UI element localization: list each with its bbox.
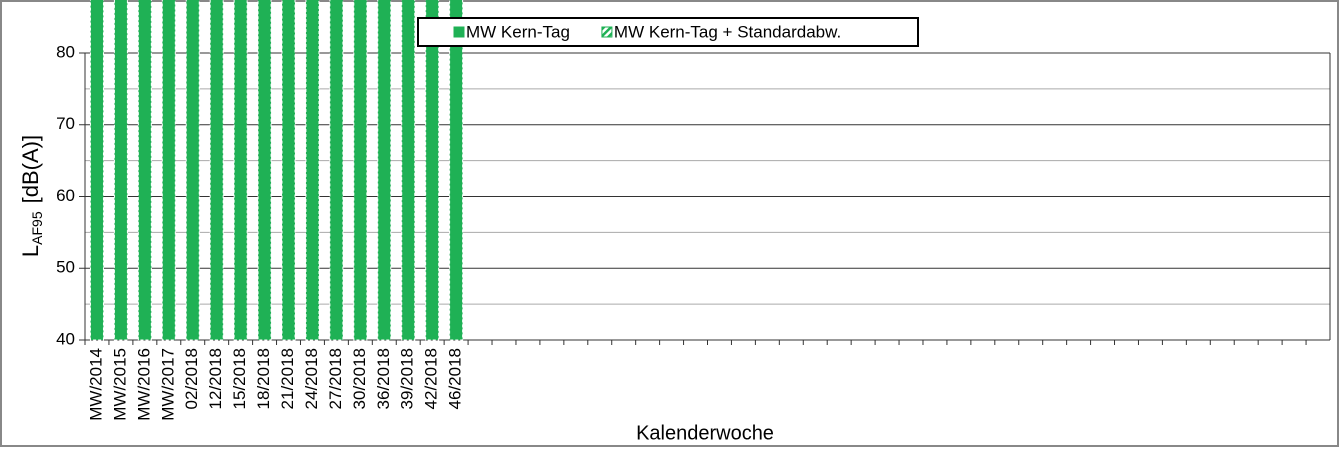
x-tick-label: 02/2018 bbox=[182, 348, 201, 409]
x-tick-label: MW/2015 bbox=[110, 348, 129, 421]
y-axis-title-main: L bbox=[18, 245, 43, 257]
bar-segment bbox=[113, 0, 128, 341]
x-axis-title: Kalenderwoche bbox=[636, 422, 774, 444]
legend-label: MW Kern-Tag bbox=[466, 22, 570, 41]
y-tick-label: 60 bbox=[56, 186, 75, 205]
y-tick-label: 80 bbox=[56, 42, 75, 61]
x-tick-label: MW/2017 bbox=[158, 348, 177, 421]
legend-label: MW Kern-Tag + Standardabw. bbox=[614, 22, 841, 41]
x-tick-label: 30/2018 bbox=[350, 348, 369, 409]
bar-segment bbox=[449, 0, 464, 341]
x-tick-label: 27/2018 bbox=[326, 348, 345, 409]
x-tick-label: 39/2018 bbox=[398, 348, 417, 409]
bar-segment bbox=[257, 0, 272, 341]
bar-segment bbox=[161, 0, 176, 341]
bar-segment bbox=[425, 0, 440, 341]
bar-segment bbox=[185, 0, 200, 341]
y-tick-label: 50 bbox=[56, 258, 75, 277]
y-axis-title: LAF95 [dB(A)] bbox=[18, 135, 45, 257]
x-tick-label: MW/2016 bbox=[134, 348, 153, 421]
x-tick-label: 18/2018 bbox=[254, 348, 273, 409]
legend-swatch bbox=[601, 26, 613, 38]
y-tick-label: 40 bbox=[56, 329, 75, 348]
y-axis-title-sub: AF95 bbox=[29, 211, 45, 245]
x-tick-label: 36/2018 bbox=[374, 348, 393, 409]
bar-segment bbox=[89, 0, 104, 341]
bar-segment bbox=[281, 0, 296, 341]
legend-box bbox=[417, 17, 919, 47]
bar-segment bbox=[329, 0, 344, 341]
bar-segment bbox=[377, 0, 392, 341]
x-tick-label: MW/2014 bbox=[86, 348, 105, 421]
bar-segment bbox=[209, 0, 224, 341]
y-axis-title-unit: [dB(A)] bbox=[18, 135, 43, 203]
x-tick-label: 21/2018 bbox=[278, 348, 297, 409]
legend-swatch bbox=[453, 26, 465, 38]
x-tick-label: 12/2018 bbox=[206, 348, 225, 409]
bar-segment bbox=[401, 0, 416, 341]
bar-segment bbox=[233, 0, 248, 341]
bar-segment bbox=[305, 0, 320, 341]
bar-segment bbox=[353, 0, 368, 341]
x-tick-label: 15/2018 bbox=[230, 348, 249, 409]
x-tick-label: 24/2018 bbox=[302, 348, 321, 409]
x-tick-label: 42/2018 bbox=[422, 348, 441, 409]
bar-segment bbox=[137, 0, 152, 341]
y-tick-label: 70 bbox=[56, 114, 75, 133]
x-tick-label: 46/2018 bbox=[446, 348, 465, 409]
